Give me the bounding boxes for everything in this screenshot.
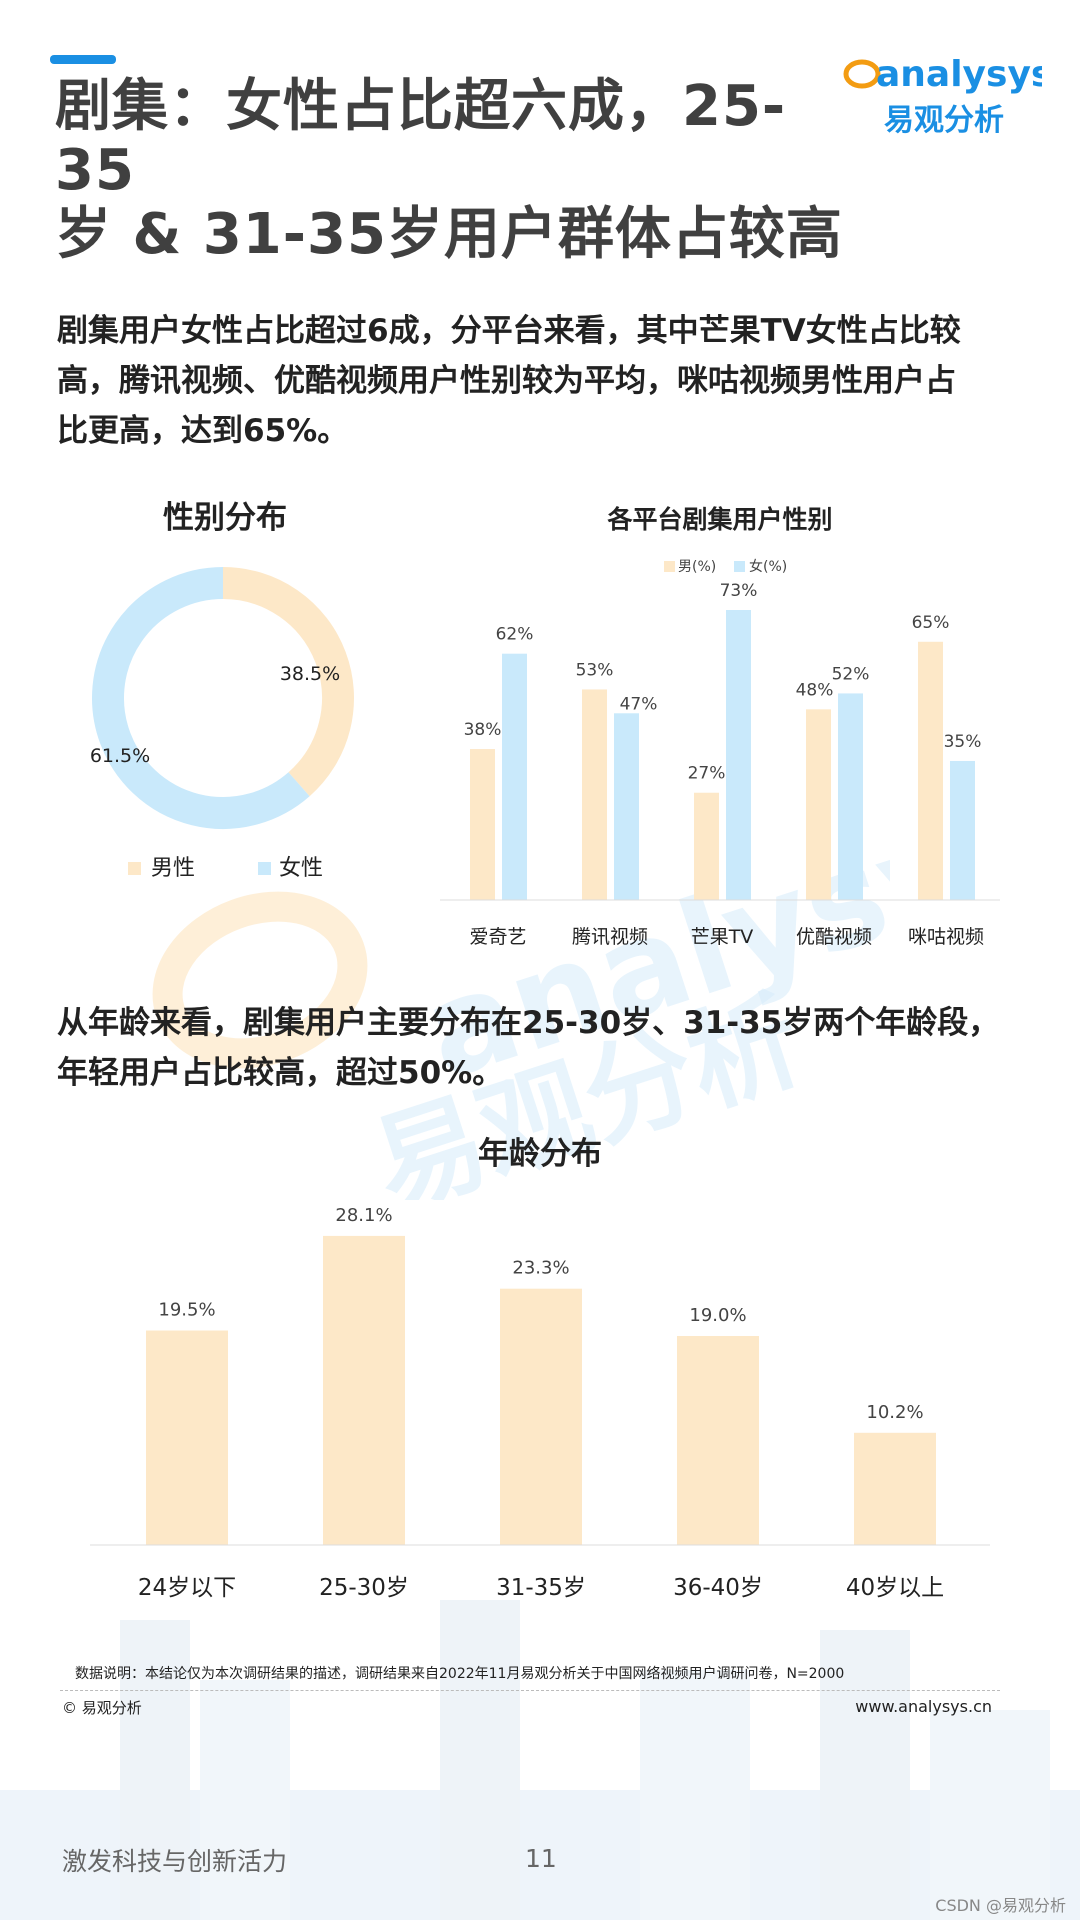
platform-category-label: 腾讯视频	[572, 926, 648, 948]
legend-swatch-female	[734, 561, 745, 572]
copyright: © 易观分析	[62, 1699, 142, 1717]
logo-cn: 易观分析	[884, 103, 1004, 138]
platform-value-label: 48%	[796, 680, 834, 700]
donut-slice-female	[92, 567, 310, 829]
title-line-1: 剧集：女性占比超六成，25-35	[55, 74, 787, 203]
legend-label-female: 女性	[279, 856, 323, 881]
intro-paragraph: 剧集用户女性占比超过6成，分平台来看，其中芒果TV女性占比较 高，腾讯视频、优酷…	[57, 306, 1027, 456]
age-category-label: 25-30岁	[319, 1575, 409, 1601]
brand-logo: analysys 易观分析	[843, 54, 1042, 138]
platform-value-label: 62%	[496, 625, 534, 645]
gender-donut-chart: 38.5% 61.5% 男性 女性	[90, 567, 354, 881]
page-title: 剧集：女性占比超六成，25-35 岁 & 31-35岁用户群体占较高	[55, 75, 855, 267]
age-line-2: 年轻用户占比较高，超过50%。	[57, 1055, 504, 1091]
legend-swatch-male	[128, 862, 141, 875]
platform-value-label: 27%	[688, 764, 726, 784]
age-bar	[500, 1288, 582, 1545]
platform-value-label: 53%	[576, 660, 614, 680]
legend-swatch-male	[664, 561, 675, 572]
donut-label-male: 38.5%	[280, 663, 340, 685]
age-bar	[323, 1235, 405, 1545]
slogan: 激发科技与创新活力	[62, 1847, 288, 1876]
age-category-label: 24岁以下	[138, 1575, 236, 1601]
divider	[60, 1690, 1000, 1691]
age-paragraph: 从年龄来看，剧集用户主要分布在25-30岁、31-35岁两个年龄段， 年轻用户占…	[57, 998, 1027, 1098]
age-bar	[677, 1336, 759, 1545]
platform-category-label: 芒果TV	[691, 926, 754, 948]
age-category-label: 40岁以上	[846, 1575, 944, 1601]
age-value-label: 19.5%	[158, 1300, 215, 1321]
platform-bar-male	[582, 689, 607, 900]
platform-bar-female	[502, 653, 527, 900]
platform-value-label: 65%	[912, 613, 950, 633]
age-value-label: 23.3%	[512, 1258, 569, 1279]
gender-chart-title: 性别分布	[163, 500, 287, 536]
title-line-2: 岁 & 31-35岁用户群体占较高	[55, 202, 843, 267]
age-value-label: 10.2%	[866, 1402, 923, 1423]
page-number: 11	[525, 1844, 557, 1873]
age-distribution-chart: 19.5% 24岁以下 28.1% 25-30岁 23.3% 31-35岁 19.0% 36-…	[90, 1205, 990, 1601]
city-background	[0, 1600, 1080, 1920]
platform-value-label: 73%	[720, 581, 758, 601]
platform-bar-female	[726, 610, 751, 900]
platform-value-label: 47%	[620, 694, 658, 714]
legend-label-male: 男性	[151, 856, 195, 881]
age-bar	[146, 1330, 228, 1545]
legend-swatch-female	[258, 862, 271, 875]
platform-bar-male	[694, 792, 719, 900]
age-category-label: 31-35岁	[496, 1575, 586, 1601]
platform-value-label: 38%	[464, 720, 502, 740]
age-line-1: 从年龄来看，剧集用户主要分布在25-30岁、31-35岁两个年龄段，	[57, 1005, 1000, 1041]
platform-bar-male	[470, 749, 495, 900]
age-chart-title: 年龄分布	[478, 1136, 602, 1172]
platform-bar-male	[806, 709, 831, 900]
platform-bar-female	[614, 713, 639, 900]
platform-chart-title: 各平台剧集用户性别	[607, 505, 833, 534]
age-category-label: 36-40岁	[673, 1575, 763, 1601]
source-credit: CSDN @易观分析	[935, 1896, 1066, 1915]
platform-bar-female	[950, 760, 975, 900]
intro-line-2: 高，腾讯视频、优酷视频用户性别较为平均，咪咕视频男性用户占	[57, 363, 956, 399]
age-value-label: 19.0%	[689, 1305, 746, 1326]
platform-value-label: 35%	[944, 732, 982, 752]
data-note: 数据说明：本结论仅为本次调研结果的描述，调研结果来自2022年11月易观分析关于…	[75, 1666, 845, 1682]
platform-gender-chart: 男(%) 女(%) 38% 62% 爱奇艺 53% 47% 腾讯视频 27% 73% 芒果TV 48%…	[440, 558, 1000, 948]
platform-value-label: 52%	[832, 664, 870, 684]
platform-category-label: 爱奇艺	[469, 926, 526, 948]
platform-bar-male	[918, 641, 943, 900]
legend-label-female: 女(%)	[749, 558, 787, 575]
logo-wordmark: analysys	[876, 54, 1042, 95]
age-value-label: 28.1%	[335, 1205, 392, 1226]
platform-category-label: 咪咕视频	[908, 926, 984, 948]
age-bar	[854, 1432, 936, 1545]
platform-bar-female	[838, 693, 863, 900]
platform-category-label: 优酷视频	[796, 926, 872, 948]
website-link[interactable]: www.analysys.cn	[855, 1697, 992, 1716]
intro-line-1: 剧集用户女性占比超过6成，分平台来看，其中芒果TV女性占比较	[57, 313, 961, 349]
donut-slice-male	[222, 567, 354, 797]
donut-label-female: 61.5%	[90, 745, 150, 767]
accent-bar	[50, 55, 116, 64]
intro-line-3: 比更高，达到65%。	[57, 413, 349, 449]
legend-label-male: 男(%)	[678, 559, 716, 575]
